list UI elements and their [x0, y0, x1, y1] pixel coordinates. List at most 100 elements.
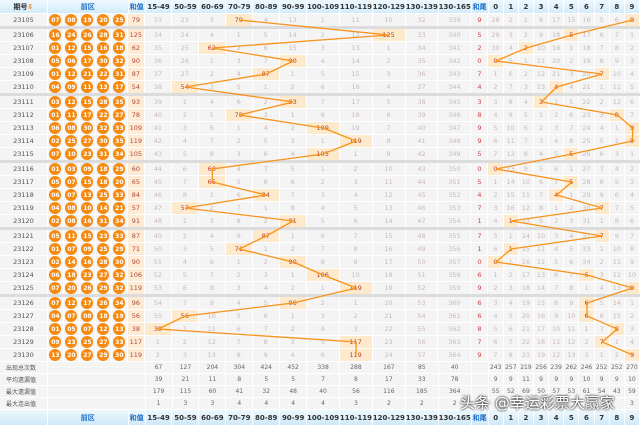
digit-omission: 5	[488, 230, 504, 242]
range-omission: 3	[226, 282, 253, 294]
table-row: 23115 07 10 23 31 34 105 43 5 8 3 6 4 105 1 9 42 349 5 7 12 8…	[0, 148, 640, 163]
ball-cell: 34	[112, 297, 128, 309]
number-ball: 01	[49, 163, 62, 175]
digit-omission: 19	[519, 297, 534, 309]
stats-value: 246	[579, 362, 595, 373]
range-omission: 46	[406, 202, 439, 214]
stats-value	[504, 398, 519, 409]
digit-omission: 26	[579, 148, 595, 160]
ball-cell: 14	[96, 202, 112, 214]
stats-value: 59	[625, 386, 640, 397]
digit-omission: 4	[549, 243, 565, 255]
number-ball: 13	[81, 189, 94, 201]
digit-header: 2	[519, 410, 534, 425]
ball-cell: 12	[64, 297, 80, 309]
ball-cell: 20	[64, 349, 80, 361]
range-omission: 13	[340, 42, 373, 54]
issue-number: 23110	[0, 81, 48, 93]
range-hit: 79	[225, 14, 253, 26]
ball-cell: 19	[80, 14, 96, 26]
number-ball: 07	[49, 297, 62, 309]
sort-icon[interactable]: ⇕	[27, 2, 34, 11]
range-omission: 6	[226, 96, 253, 108]
range-omission: 53	[145, 282, 172, 294]
range-omission: 8	[373, 135, 406, 147]
ball-cell: 33	[112, 230, 128, 242]
table-row: 23121 05 11 15 23 33 87 49 2 4 9 87 1 6 7 15 48 355 7 5 1 14 1…	[0, 230, 640, 243]
ball-cell: 20	[64, 282, 80, 294]
range-omission: 52	[406, 282, 439, 294]
digit-omission: 3	[564, 68, 580, 80]
range-omission: 2	[172, 230, 199, 242]
digit-hit: 9	[624, 282, 640, 294]
range-omission: 36	[406, 68, 439, 80]
number-ball: 25	[81, 336, 94, 348]
digit-omission: 1	[519, 14, 534, 26]
table-row: 23117 05 07 15 18 20 65 45 7 65 5 8 6 2 3 11 44 351 5 1 14 10…	[0, 176, 640, 189]
issue-header[interactable]: 期号 ⇕	[0, 0, 48, 13]
range-omission: 13	[199, 349, 226, 361]
digit-omission: 1	[564, 163, 580, 175]
sum-value: 54	[127, 81, 145, 93]
range-omission: 2	[199, 68, 226, 80]
digit-omission: 13	[534, 81, 550, 93]
number-ball: 34	[113, 215, 126, 227]
digit-header: 7	[595, 0, 610, 13]
digit-omission: 23	[579, 109, 595, 121]
table-row: 23118 06 07 13 25 33 84 46 8 1 6 84 7 3 4 12 45 352 4 2 15 11…	[0, 189, 640, 202]
digit-omission: 2	[549, 109, 565, 121]
issue-number: 23122	[0, 243, 48, 255]
number-ball: 23	[81, 148, 94, 160]
issue-number: 23105	[0, 14, 48, 26]
ball-cell: 09	[64, 81, 80, 93]
range-omission: 6	[373, 109, 406, 121]
tail-value: 0	[471, 163, 489, 175]
range-omission: 2	[307, 29, 340, 41]
range-omission: 10	[199, 310, 226, 322]
digit-header: 4	[549, 0, 565, 13]
digit-hit: 6	[579, 269, 595, 281]
digit-hit: 0	[488, 55, 504, 67]
range-omission: 11	[373, 176, 406, 188]
range-omission: 55	[406, 323, 439, 335]
number-ball: 33	[113, 189, 126, 201]
digit-omission: 11	[564, 323, 580, 335]
digit-omission: 3	[504, 29, 519, 41]
number-ball: 29	[113, 163, 126, 175]
table-row: 23114 02 25 27 30 35 119 42 4 7 2 5 3 1 119 8 41 348 9 6 11 7…	[0, 135, 640, 148]
issue-number: 23115	[0, 148, 48, 160]
digit-omission: 11	[519, 189, 534, 201]
ball-cell: 30	[96, 135, 112, 147]
range-omission: 2	[280, 243, 307, 255]
range-omission: 2	[307, 176, 340, 188]
number-ball: 03	[65, 163, 78, 175]
issue-number: 23107	[0, 42, 48, 54]
issue-number: 23127	[0, 310, 48, 322]
range-omission: 3	[373, 68, 406, 80]
range-omission: 15	[340, 68, 373, 80]
ball-cell: 07	[48, 14, 64, 26]
digit-header: 4	[549, 410, 565, 425]
range-header: 80-89	[253, 0, 281, 13]
stats-value: 252	[595, 362, 610, 373]
stats-row: 最大遗漏值 179 115 60 41 32 48 40 56 116 185 364 55 52 69 50…	[0, 386, 640, 398]
digit-omission: 4	[519, 96, 534, 108]
issue-number: 23106	[0, 29, 48, 41]
ball-cell: 07	[64, 310, 80, 322]
digit-omission: 9	[610, 230, 625, 242]
range-omission: 10	[373, 14, 406, 26]
range-omission: 6	[226, 323, 253, 335]
range-omission: 2	[280, 122, 307, 134]
number-ball: 33	[113, 336, 126, 348]
ball-cell: 15	[80, 96, 96, 108]
table-row: 23106 16 24 26 28 31 125 34 24 4 1 5 14 2 12 125 33 340 5 2…	[0, 29, 640, 42]
digit-omission: 16	[519, 256, 534, 268]
stats-value: 4	[226, 398, 254, 409]
digit-omission: 4	[595, 282, 610, 294]
digit-omission: 12	[549, 349, 565, 361]
range-omission: 7	[373, 122, 406, 134]
range-omission: 355	[438, 230, 472, 242]
ball-cell: 04	[48, 202, 64, 214]
ball-cell: 10	[80, 202, 96, 214]
ball-cell: 33	[112, 336, 128, 348]
